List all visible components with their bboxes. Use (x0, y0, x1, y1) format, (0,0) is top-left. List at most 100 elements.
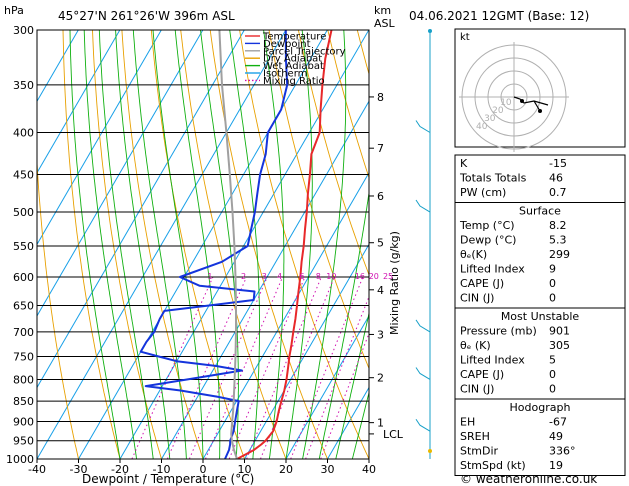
surface-table-row-value: 9 (549, 263, 556, 276)
wet-adiabat-line (318, 189, 369, 459)
surface-table-row-value: 0 (549, 277, 556, 290)
wet-adiabat-line (351, 390, 369, 459)
km-tick-label: 4 (377, 284, 384, 297)
pressure-tick-label: 1000 (6, 453, 34, 466)
hodograph-table-row-value: 19 (549, 459, 563, 472)
pressure-tick-label: 750 (13, 350, 34, 363)
hodograph-ring-label: 10 (500, 98, 512, 108)
isotherm-line (119, 30, 369, 459)
mixing-ratio-label: 1 (207, 272, 212, 281)
mixing-ratio-label: 8 (316, 272, 321, 281)
legend-label: Isotherm (263, 69, 307, 80)
dry-adiabat-line (327, 30, 369, 179)
isotherm-line (37, 30, 162, 246)
surface-table-row-value: 8.2 (549, 219, 567, 232)
km-unit: km (374, 4, 391, 17)
mixing-ratio-label: 10 (326, 272, 336, 281)
mixing-ratio-label: 25 (383, 272, 393, 281)
pressure-tick-label: 950 (13, 435, 34, 448)
pressure-tick-label: 600 (13, 271, 34, 284)
indices-panel: K -15 Totals Totals 46 PW (cm) 0.7 Surface Temp… (454, 154, 626, 476)
km-tick-label: 5 (377, 237, 384, 250)
hodograph-storm-marker (538, 109, 542, 113)
dry-adiabat-line (297, 30, 369, 277)
lcl-label: LCL (383, 428, 404, 441)
hodograph-table-row-value: 336° (549, 445, 576, 458)
surface-table-row-label: CIN (J) (460, 292, 494, 305)
pressure-tick-label: 500 (13, 206, 34, 219)
wind-barb (415, 199, 431, 213)
mixing-ratio-label: 6 (299, 272, 304, 281)
unstable-table-title: Most Unstable (501, 310, 580, 323)
legend-label: Mixing Ratio (263, 76, 325, 87)
hodograph-ring-label: 40 (476, 122, 488, 132)
pressure-tick-label: 700 (13, 326, 34, 339)
isotherm-line (285, 314, 369, 459)
wet-adiabat-line (69, 30, 121, 459)
wet-adiabat-line (83, 30, 138, 459)
surface-table-row-label: Dewp (°C) (460, 234, 516, 247)
hodograph-table-title: Hodograph (510, 401, 571, 414)
isotherm-line (202, 171, 369, 459)
plot-area (37, 30, 369, 459)
unstable-table-row-label: CIN (J) (460, 383, 494, 396)
hodograph-ring-label: 20 (492, 106, 504, 116)
hodograph-point (520, 99, 524, 103)
legend-label: Dewpoint (263, 39, 311, 50)
wet-adiabat-line (335, 311, 369, 459)
km-tick-label: 2 (377, 372, 384, 385)
pressure-tick-label: 550 (13, 240, 34, 253)
dry-adiabat-line (62, 30, 121, 459)
km-tick-label: 3 (377, 328, 384, 341)
wind-barb (415, 418, 431, 432)
axes: 1 2 3 4 6 8 10 16 20 2530035040045050055060065070… (6, 24, 404, 476)
unstable-table-row-label: Lifted Index (460, 354, 525, 367)
km-tick-label: 8 (377, 91, 384, 104)
mixing-ratio-line (131, 276, 214, 459)
surface-table-row-value: 299 (549, 248, 570, 261)
isotherm-line (37, 30, 287, 459)
mixing-ratio-line (320, 332, 369, 459)
indices-row-value: 46 (549, 172, 563, 185)
location-title: 45°27'N 261°26'W 396m ASL (58, 9, 235, 23)
series-temperature-line (236, 30, 333, 459)
x-tick-label: -40 (28, 463, 46, 476)
pressure-tick-label: 350 (13, 79, 34, 92)
isotherm-line (78, 30, 328, 459)
surface-table-row-label: Temp (°C) (459, 219, 515, 232)
indices-table-frame (454, 154, 626, 203)
wet-adiabat-line (263, 30, 285, 459)
mixing-ratio-label: 3 (262, 272, 267, 281)
datetime-title: 04.06.2021 12GMT (Base: 12) (409, 9, 589, 23)
hodograph-table-row-label: StmDir (460, 445, 499, 458)
x-tick-label: -10 (153, 463, 171, 476)
legend-label: Dry Adiabat (263, 54, 322, 65)
series-dewpoint-line (139, 30, 289, 459)
wind-barb (415, 367, 431, 380)
unstable-table-row-value: 0 (549, 368, 556, 381)
indices-row-value: -15 (549, 157, 567, 170)
surface-table-row-label: Lifted Index (460, 263, 525, 276)
hodograph-table-row-label: StmSpd (kt) (460, 459, 526, 472)
unstable-table-row-label: CAPE (J) (460, 368, 504, 381)
dry-adiabat-line (209, 30, 328, 459)
unstable-table-row-value: 5 (549, 354, 556, 367)
wind-barb (415, 120, 431, 133)
legend-label: Temperature (262, 32, 326, 43)
legend-label: Parcel Trajectory (263, 46, 346, 57)
series-parcel-trajectory-line (218, 30, 238, 459)
mixing-ratio-line (228, 276, 306, 459)
unstable-table-row-label: Pressure (mb) (460, 325, 537, 338)
hodograph-table-row-value: 49 (549, 430, 563, 443)
x-tick-label: 30 (321, 463, 335, 476)
wind-barb (415, 319, 431, 333)
wet-adiabat-line (152, 30, 204, 459)
y-axis-label: Mixing Ratio (g/kg) (388, 231, 401, 335)
asl-unit: ASL (374, 17, 396, 30)
wet-adiabat-line (174, 30, 221, 459)
surface-table-title: Surface (519, 205, 561, 218)
mixing-ratio-label: 20 (369, 272, 379, 281)
surface-table-row-value: 0 (549, 292, 556, 305)
hodograph-table-frame (454, 398, 626, 476)
